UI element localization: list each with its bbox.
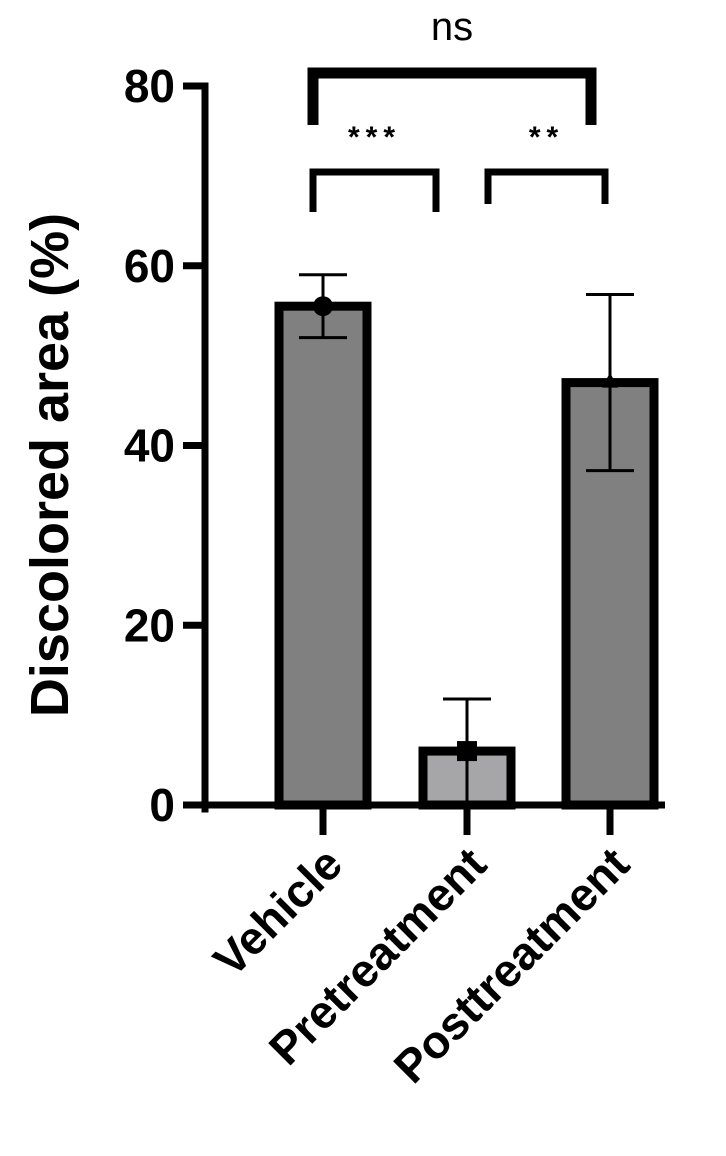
significance-bracket xyxy=(309,168,440,212)
y-tick-label: 80 xyxy=(124,60,175,112)
y-tick-label: 60 xyxy=(124,240,175,292)
y-tick-label: 40 xyxy=(124,420,175,472)
significance-label: *** xyxy=(348,121,401,154)
significance-bracket xyxy=(484,168,609,204)
data-point-marker xyxy=(313,296,333,317)
y-tick-label: 0 xyxy=(149,779,175,831)
significance-label: ns xyxy=(431,5,473,49)
bar-vehicle xyxy=(274,301,372,810)
x-tick-label: Vehicle xyxy=(203,837,352,986)
significance-brackets: *** **ns xyxy=(307,5,609,212)
significance-bracket xyxy=(307,67,597,125)
y-axis-label: Discolored area (%) xyxy=(20,213,80,717)
data-point-marker xyxy=(602,372,618,388)
data-point-marker xyxy=(457,741,477,762)
y-tick-label: 20 xyxy=(124,599,175,651)
bars xyxy=(274,273,659,810)
y-axis: 0 20 40 60 80 xyxy=(124,60,209,831)
significance-label: ** xyxy=(529,121,564,154)
